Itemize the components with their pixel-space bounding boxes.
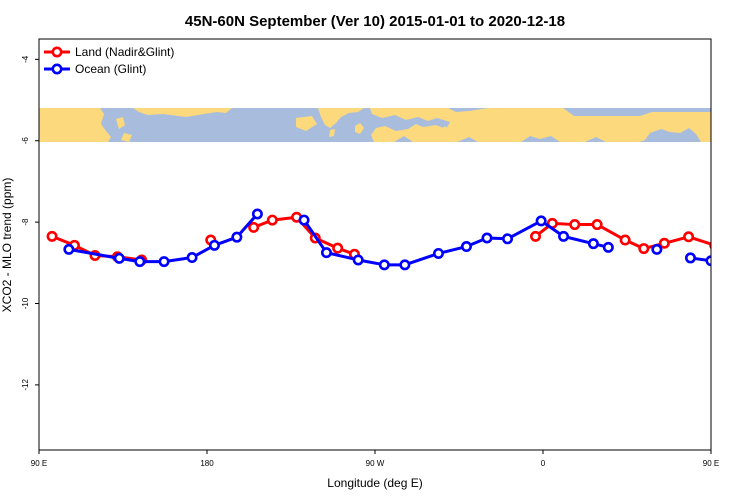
- x-tick-label: 90 E: [31, 459, 47, 468]
- y-tick-label: -8: [21, 218, 30, 226]
- data-point: [658, 237, 670, 249]
- data-point: [352, 254, 364, 266]
- x-tick-label: 90 W: [366, 459, 385, 468]
- data-point: [651, 243, 663, 255]
- data-point: [731, 257, 739, 265]
- map-band: [39, 108, 711, 142]
- data-point: [231, 231, 243, 243]
- data-point: [332, 242, 344, 254]
- legend-ocean-marker: [51, 63, 63, 75]
- series-0: [46, 211, 750, 266]
- data-point: [619, 234, 631, 246]
- legend: Land (Nadir&Glint) Ocean (Glint): [44, 45, 174, 76]
- map-land-shapes: [39, 108, 711, 142]
- data-point: [602, 241, 614, 253]
- data-point: [684, 252, 696, 264]
- data-point: [320, 247, 332, 259]
- y-tick-label: -12: [21, 379, 30, 391]
- data-point: [134, 256, 146, 268]
- data-point: [113, 252, 125, 264]
- data-point: [63, 243, 75, 255]
- data-point: [158, 256, 170, 268]
- y-tick-label: -6: [21, 137, 30, 145]
- data-point: [460, 241, 472, 253]
- data-point: [208, 239, 220, 251]
- y-tick-label: -10: [21, 297, 30, 309]
- data-point: [186, 252, 198, 264]
- x-axis-label: Longitude (deg E): [327, 476, 422, 490]
- data-point: [638, 243, 650, 255]
- data-point: [709, 241, 711, 250]
- series-line: [68, 212, 259, 264]
- data-point: [587, 238, 599, 250]
- y-axis-label: XCO2 - MLO trend (ppm): [0, 178, 14, 313]
- series-1: [63, 208, 739, 271]
- series-layer: [46, 208, 750, 271]
- data-point: [298, 214, 310, 226]
- data-point: [569, 219, 581, 231]
- legend-land-label: Land (Nadir&Glint): [75, 45, 174, 59]
- series-line: [302, 219, 609, 267]
- data-point: [558, 230, 570, 242]
- x-tick-label: 0: [541, 459, 546, 468]
- data-point: [266, 214, 278, 226]
- data-point: [46, 230, 58, 242]
- data-point: [530, 230, 542, 242]
- y-tick-label: -4: [21, 55, 30, 63]
- data-point: [481, 232, 493, 244]
- data-point: [251, 208, 263, 220]
- legend-ocean-label: Ocean (Glint): [75, 62, 146, 76]
- data-point: [591, 219, 603, 231]
- data-point: [248, 221, 260, 233]
- series-line: [534, 221, 711, 251]
- data-point: [502, 233, 514, 245]
- data-point: [399, 259, 411, 271]
- data-point: [683, 231, 695, 243]
- chart-title: 45N-60N September (Ver 10) 2015-01-01 to…: [185, 13, 565, 30]
- axis-ticks: 90 E 180 90 W 0 90 E -4 -6 -8 -10 -12: [21, 55, 719, 468]
- series-line: [690, 256, 711, 263]
- data-point: [535, 215, 547, 227]
- x-tick-label: 180: [200, 459, 214, 468]
- data-point: [432, 247, 444, 259]
- plot-frame: [38, 38, 712, 451]
- legend-land-marker: [51, 46, 63, 58]
- data-point: [378, 259, 390, 271]
- data-point: [744, 251, 750, 259]
- x-tick-label: 90 E: [703, 459, 719, 468]
